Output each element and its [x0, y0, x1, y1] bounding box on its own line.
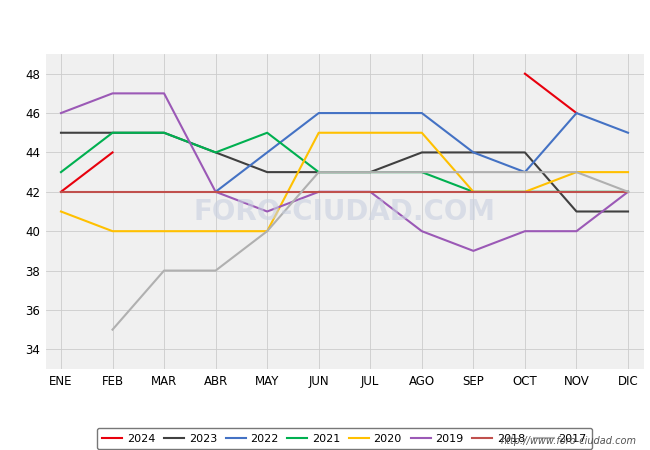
Text: http://www.foro-ciudad.com: http://www.foro-ciudad.com	[501, 436, 637, 446]
Text: FORO-CIUDAD.COM: FORO-CIUDAD.COM	[194, 198, 495, 225]
Text: Afiliados en Castigaleu a 31/5/2024: Afiliados en Castigaleu a 31/5/2024	[190, 10, 460, 26]
Legend: 2024, 2023, 2022, 2021, 2020, 2019, 2018, 2017: 2024, 2023, 2022, 2021, 2020, 2019, 2018…	[97, 428, 592, 449]
